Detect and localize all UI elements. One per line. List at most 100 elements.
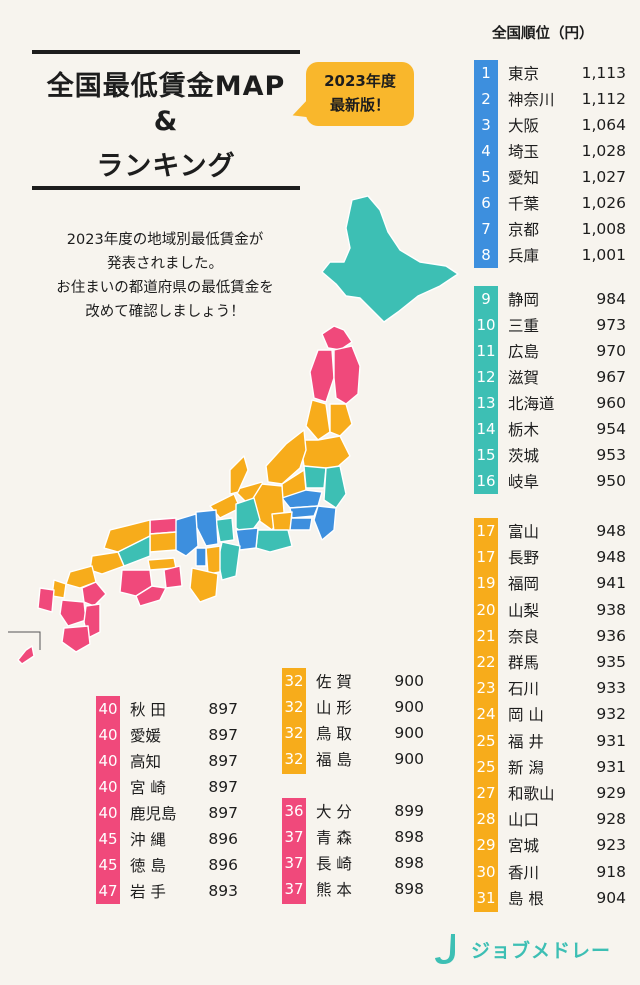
map-okinawa: [17, 645, 35, 665]
prefecture-name: 山梨: [508, 601, 540, 620]
prefecture-name: 神奈川: [508, 91, 555, 109]
map-aichi: [235, 527, 259, 551]
rank-number: 37: [284, 854, 304, 872]
prefecture-name: 岡 山: [508, 706, 544, 725]
map-kumamoto: [59, 599, 87, 627]
rank-row: 16 岐阜 950: [474, 468, 626, 494]
prefecture-name: 福 島: [316, 751, 352, 769]
wage-value: 898: [394, 854, 424, 872]
rank-number: 6: [481, 194, 491, 212]
map-kagoshima: [61, 625, 91, 653]
map-yamaguchi: [89, 551, 125, 575]
prefecture-name: 山 形: [316, 699, 352, 717]
rank-row: 40 秋 田 897: [96, 696, 238, 722]
rank-row: 28 山口 928: [474, 806, 626, 832]
rank-row: 36 大 分 899: [282, 798, 424, 824]
rank-number: 25: [476, 757, 496, 776]
rank-row: 21 奈良 936: [474, 623, 626, 649]
prefecture-name: 宮城: [508, 837, 540, 856]
wage-value: 1,026: [581, 194, 626, 212]
prefecture-name: 愛媛: [130, 727, 162, 745]
prefecture-name: 埼玉: [508, 143, 540, 161]
wage-value: 935: [596, 653, 626, 671]
rank-number: 19: [476, 574, 496, 593]
prefecture-name: 岐阜: [508, 473, 540, 491]
prefecture-name: 徳 島: [130, 857, 166, 875]
wage-value: 954: [596, 420, 626, 438]
rank-number: 3: [481, 116, 491, 134]
rank-row: 24 岡 山 932: [474, 701, 626, 727]
rank-number: 21: [476, 626, 496, 645]
intro-line1: 2023年度の地域別最低賃金が: [66, 232, 264, 248]
wage-value: 898: [394, 880, 424, 898]
rank-row: 32 山 形 900: [282, 694, 424, 720]
map-yamanashi: [271, 511, 293, 533]
rank-row: 29 宮城 923: [474, 832, 626, 858]
rank-number: 40: [98, 726, 118, 744]
map-kyoto: [195, 509, 219, 547]
rank-number: 17: [476, 522, 496, 540]
wage-value: 900: [394, 672, 424, 690]
prefecture-name: 福岡: [508, 575, 540, 594]
rank-row: 11 広島 970: [474, 338, 626, 364]
map-tokyo: [289, 505, 319, 519]
prefecture-name: 香川: [508, 863, 540, 882]
rank-bar-tier4a: [282, 798, 306, 904]
rank-row: 40 宮 崎 897: [96, 774, 238, 800]
map-kochi: [135, 585, 167, 607]
prefecture-name: 和歌山: [508, 785, 555, 803]
wage-value: 933: [596, 679, 626, 698]
intro-line2: 発表されました。: [107, 256, 223, 272]
map-oita: [81, 581, 107, 607]
rank-number: 1: [481, 64, 491, 82]
rank-number: 40: [98, 700, 118, 718]
map-aomori: [321, 325, 353, 351]
prefecture-name: 熊 本: [316, 881, 352, 899]
rank-number: 9: [481, 290, 491, 308]
rank-number: 11: [476, 342, 496, 360]
rank-row: 6 千葉 1,026: [474, 190, 626, 216]
wage-value: 899: [394, 802, 424, 820]
rank-row: 5 愛知 1,027: [474, 164, 626, 190]
prefecture-name: 岩 手: [130, 883, 166, 901]
wage-value: 931: [596, 731, 626, 750]
map-shiga: [215, 517, 235, 543]
prefecture-name: 福 井: [508, 732, 544, 751]
rank-number: 36: [284, 802, 304, 820]
wage-value: 897: [208, 726, 238, 744]
prefecture-name: 島 根: [508, 889, 544, 908]
rank-bar-tier3: [474, 518, 498, 912]
page-title-line1: 全国最低賃金MAP: [46, 71, 286, 102]
wage-value: 1,113: [581, 64, 626, 82]
rank-number: 22: [476, 653, 496, 671]
prefecture-name: 大阪: [508, 117, 540, 135]
page-title-line2: &: [153, 106, 179, 137]
rank-number: 2: [481, 90, 491, 108]
rank-row: 32 鳥 取 900: [282, 720, 424, 746]
rank-row: 12 滋賀 967: [474, 364, 626, 390]
rank-bar-tier1: [474, 60, 498, 268]
wage-value: 932: [596, 705, 626, 724]
prefecture-name: 宮 崎: [130, 779, 166, 797]
map-nagasaki: [37, 587, 55, 613]
wage-value: 936: [596, 626, 626, 645]
prefecture-name: 石川: [508, 680, 540, 699]
wage-value: 931: [596, 757, 626, 776]
rank-number: 10: [476, 316, 496, 334]
prefecture-name: 千葉: [508, 195, 540, 213]
wage-value: 938: [596, 600, 626, 619]
wage-value: 897: [208, 752, 238, 770]
map-ishikawa: [229, 455, 249, 495]
page-title-line3: ランキング: [96, 151, 236, 182]
prefecture-name: 北海道: [508, 395, 555, 413]
wage-value: 928: [596, 810, 626, 829]
map-osaka: [195, 547, 207, 567]
map-nara: [205, 545, 221, 575]
rank-number: 37: [284, 880, 304, 898]
rank-row: 4 埼玉 1,028: [474, 138, 626, 164]
rank-number: 14: [476, 420, 496, 438]
wage-value: 960: [596, 394, 626, 412]
rank-row: 8 兵庫 1,001: [474, 242, 626, 268]
map-chiba: [313, 505, 337, 541]
wage-value: 923: [596, 836, 626, 855]
